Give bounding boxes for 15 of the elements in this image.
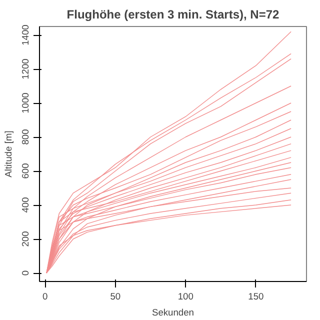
- y-tick-label: 200: [20, 231, 30, 247]
- x-tick-label: 150: [248, 292, 264, 302]
- y-tick-label: 400: [20, 197, 30, 213]
- y-tick-label: 800: [20, 129, 30, 145]
- x-tick-label: 0: [42, 292, 48, 302]
- x-tick-label: 50: [110, 292, 121, 302]
- y-axis-title: Altitude [m]: [4, 130, 14, 178]
- y-tick-label: 1400: [20, 24, 30, 46]
- y-tick-label: 1200: [20, 58, 30, 80]
- x-axis-title: Sekunden: [152, 308, 194, 318]
- y-tick-label: 600: [20, 163, 30, 179]
- chart-title: Flughöhe (ersten 3 min. Starts), N=72: [66, 8, 280, 22]
- y-tick-label: 0: [20, 270, 30, 276]
- y-tick-label: 1000: [20, 92, 30, 114]
- x-tick-label: 100: [178, 292, 194, 302]
